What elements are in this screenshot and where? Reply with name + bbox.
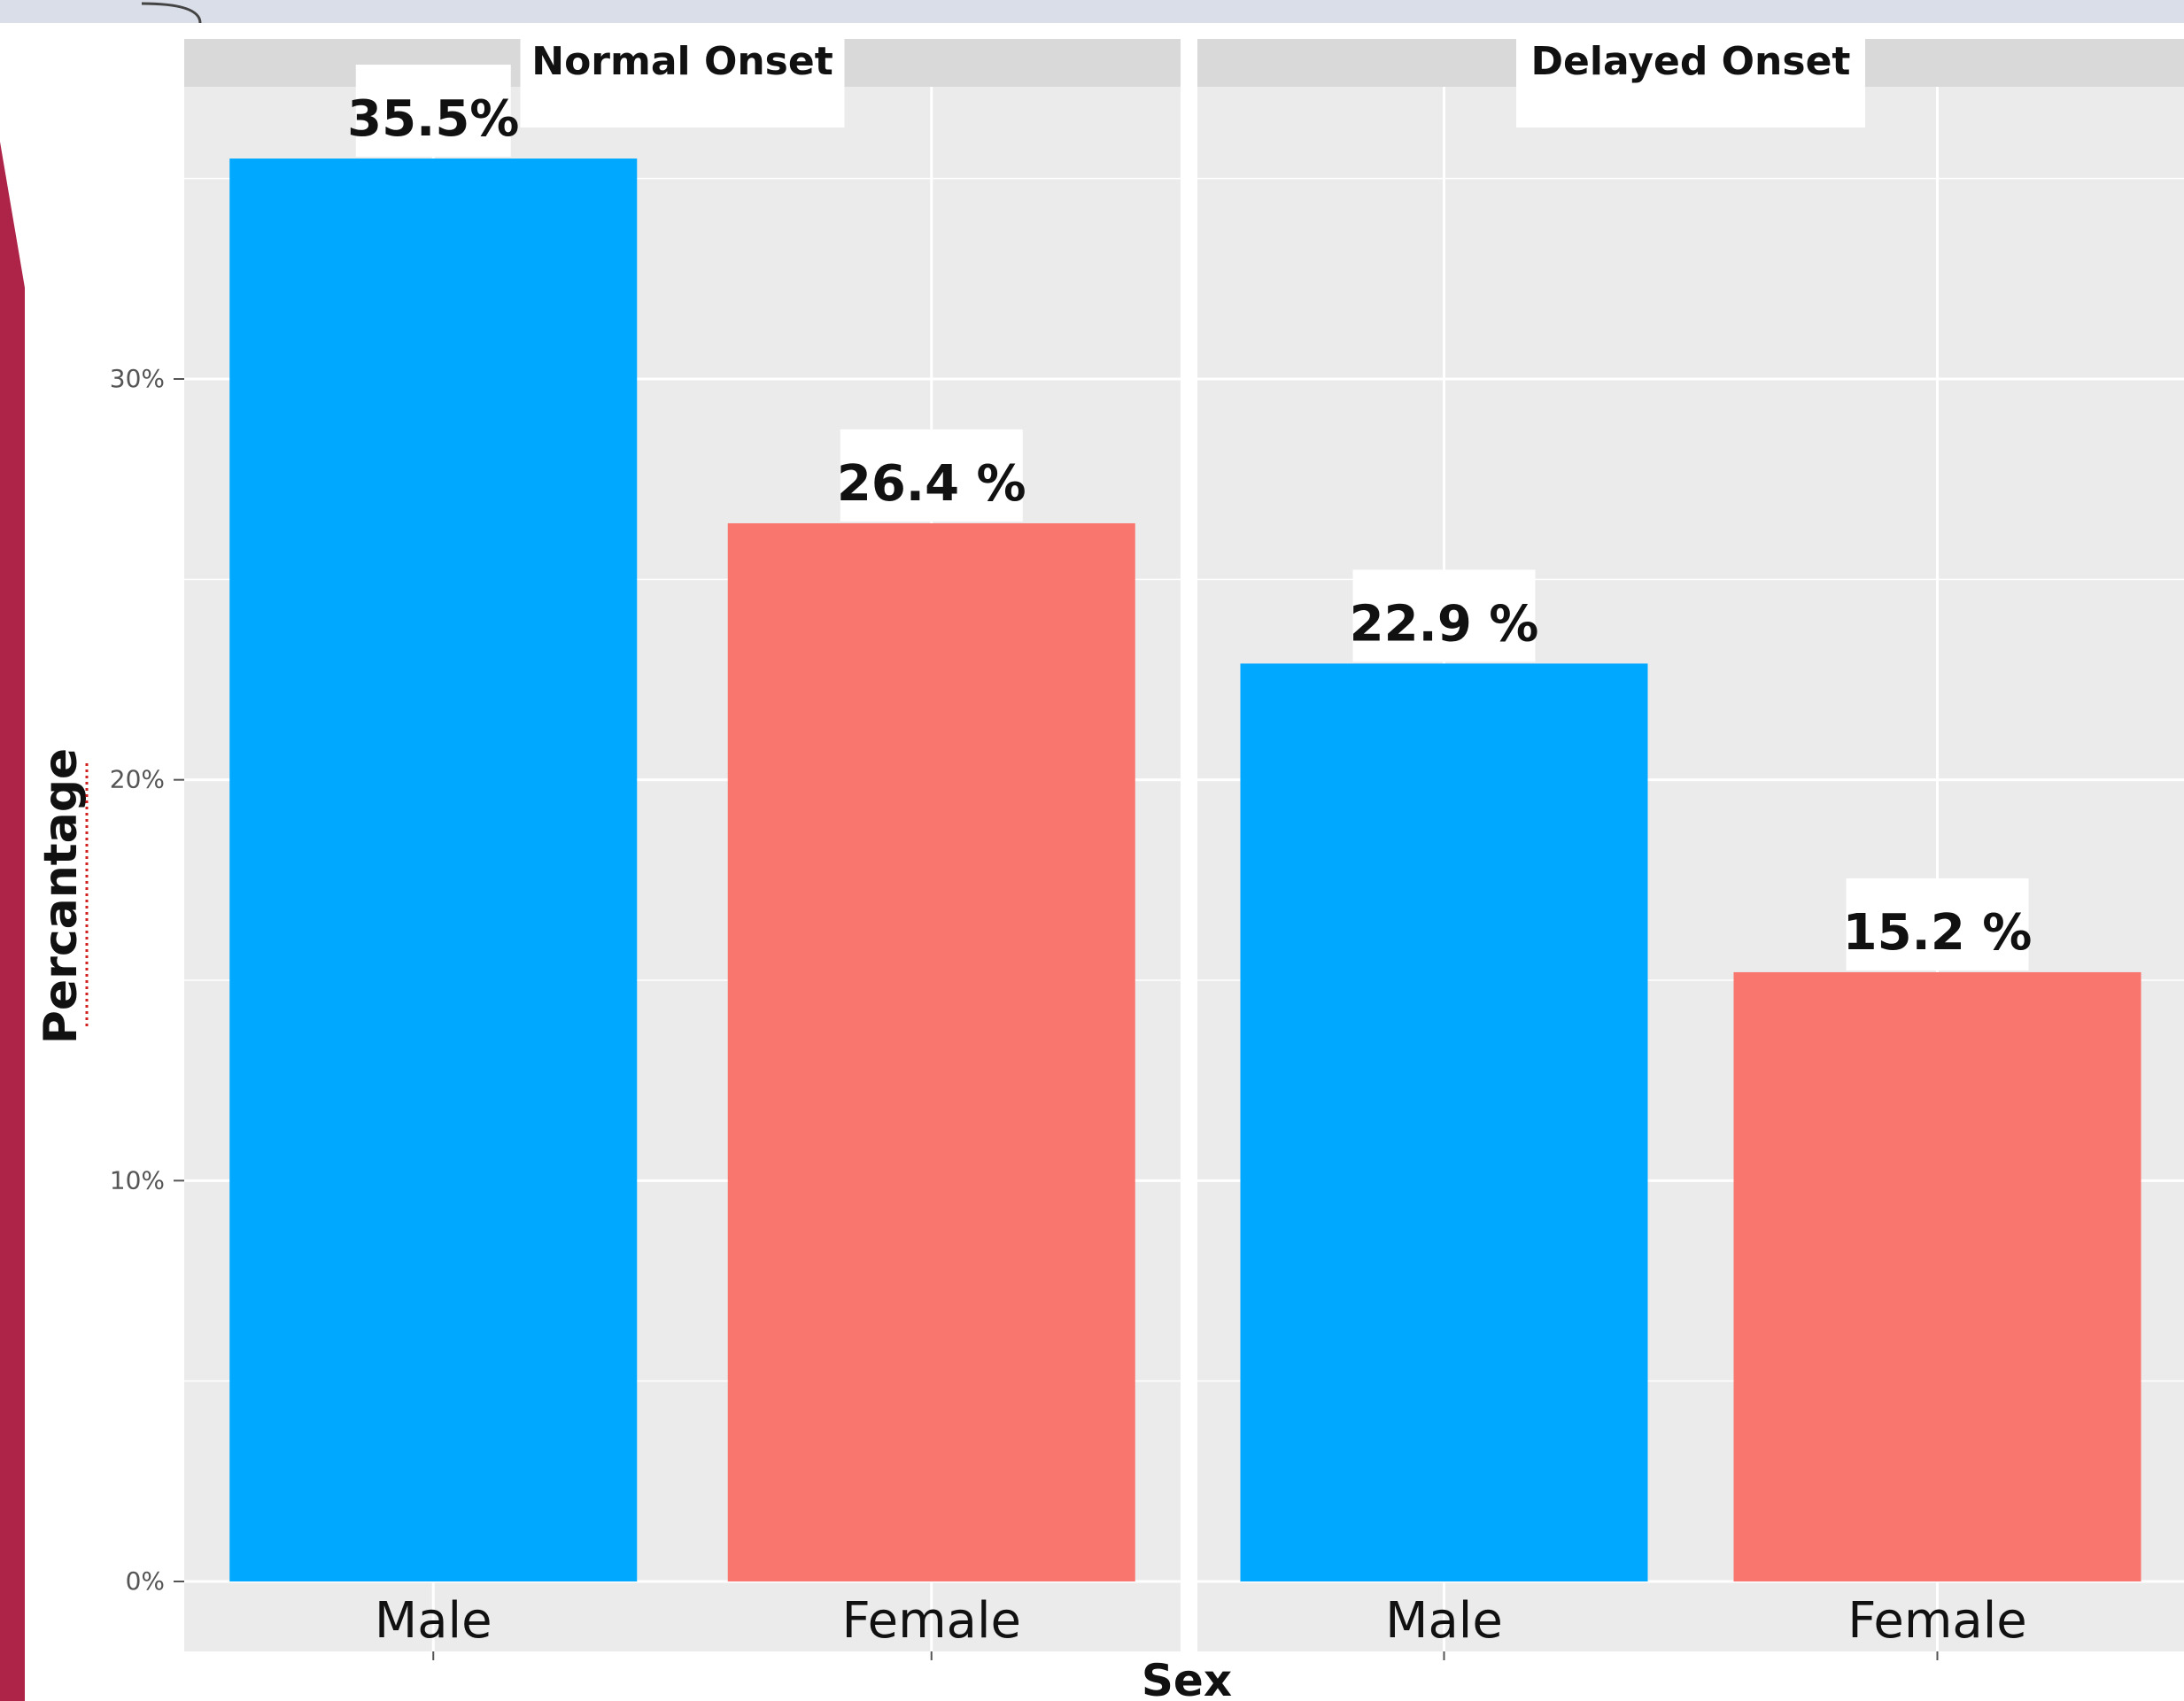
panel-0: Normal Onset 35.5% Male 26.4 % Female	[184, 39, 1181, 1660]
bar-male	[1240, 663, 1648, 1581]
panel-1: Delayed Onset 22.9 % Male 15.2 % Female	[1197, 39, 2184, 1660]
data-label-box	[355, 65, 511, 158]
x-tick-label: Male	[375, 1592, 492, 1650]
slide-fragment	[141, 2, 202, 24]
bar-female	[1733, 971, 2141, 1581]
x-tick-label: Female	[1847, 1592, 2026, 1650]
y-tick-label: 10%	[110, 1165, 165, 1195]
data-label: 22.9 %	[1350, 595, 1539, 653]
data-label: 15.2 %	[1843, 904, 2033, 962]
y-tick-label: 0%	[126, 1566, 165, 1596]
bar-female	[727, 522, 1135, 1582]
y-axis-label: Percantage	[35, 748, 88, 1044]
facet-strip-label: Delayed Onset	[1531, 39, 1851, 84]
slide-left-accent	[0, 0, 25, 1701]
y-tick-label: 20%	[110, 765, 165, 794]
slide-top-band	[0, 0, 2184, 23]
bar-male	[229, 159, 638, 1582]
facet-strip-label-box	[1516, 39, 1865, 128]
y-axis: 0% 10% 20% 30%	[110, 364, 184, 1596]
data-label-box	[1352, 569, 1536, 662]
data-label-box	[1846, 878, 2029, 970]
data-label-box	[840, 429, 1023, 522]
y-tick-label: 30%	[110, 364, 165, 393]
data-label: 26.4 %	[837, 455, 1026, 513]
x-tick-label: Male	[1385, 1592, 1503, 1650]
facet-strip-label-box	[520, 39, 845, 128]
x-tick-label: Female	[842, 1592, 1021, 1650]
x-axis-label: Sex	[1142, 1655, 1232, 1701]
facet-strip-label: Normal Onset	[531, 39, 833, 84]
data-label: 35.5%	[347, 90, 519, 148]
